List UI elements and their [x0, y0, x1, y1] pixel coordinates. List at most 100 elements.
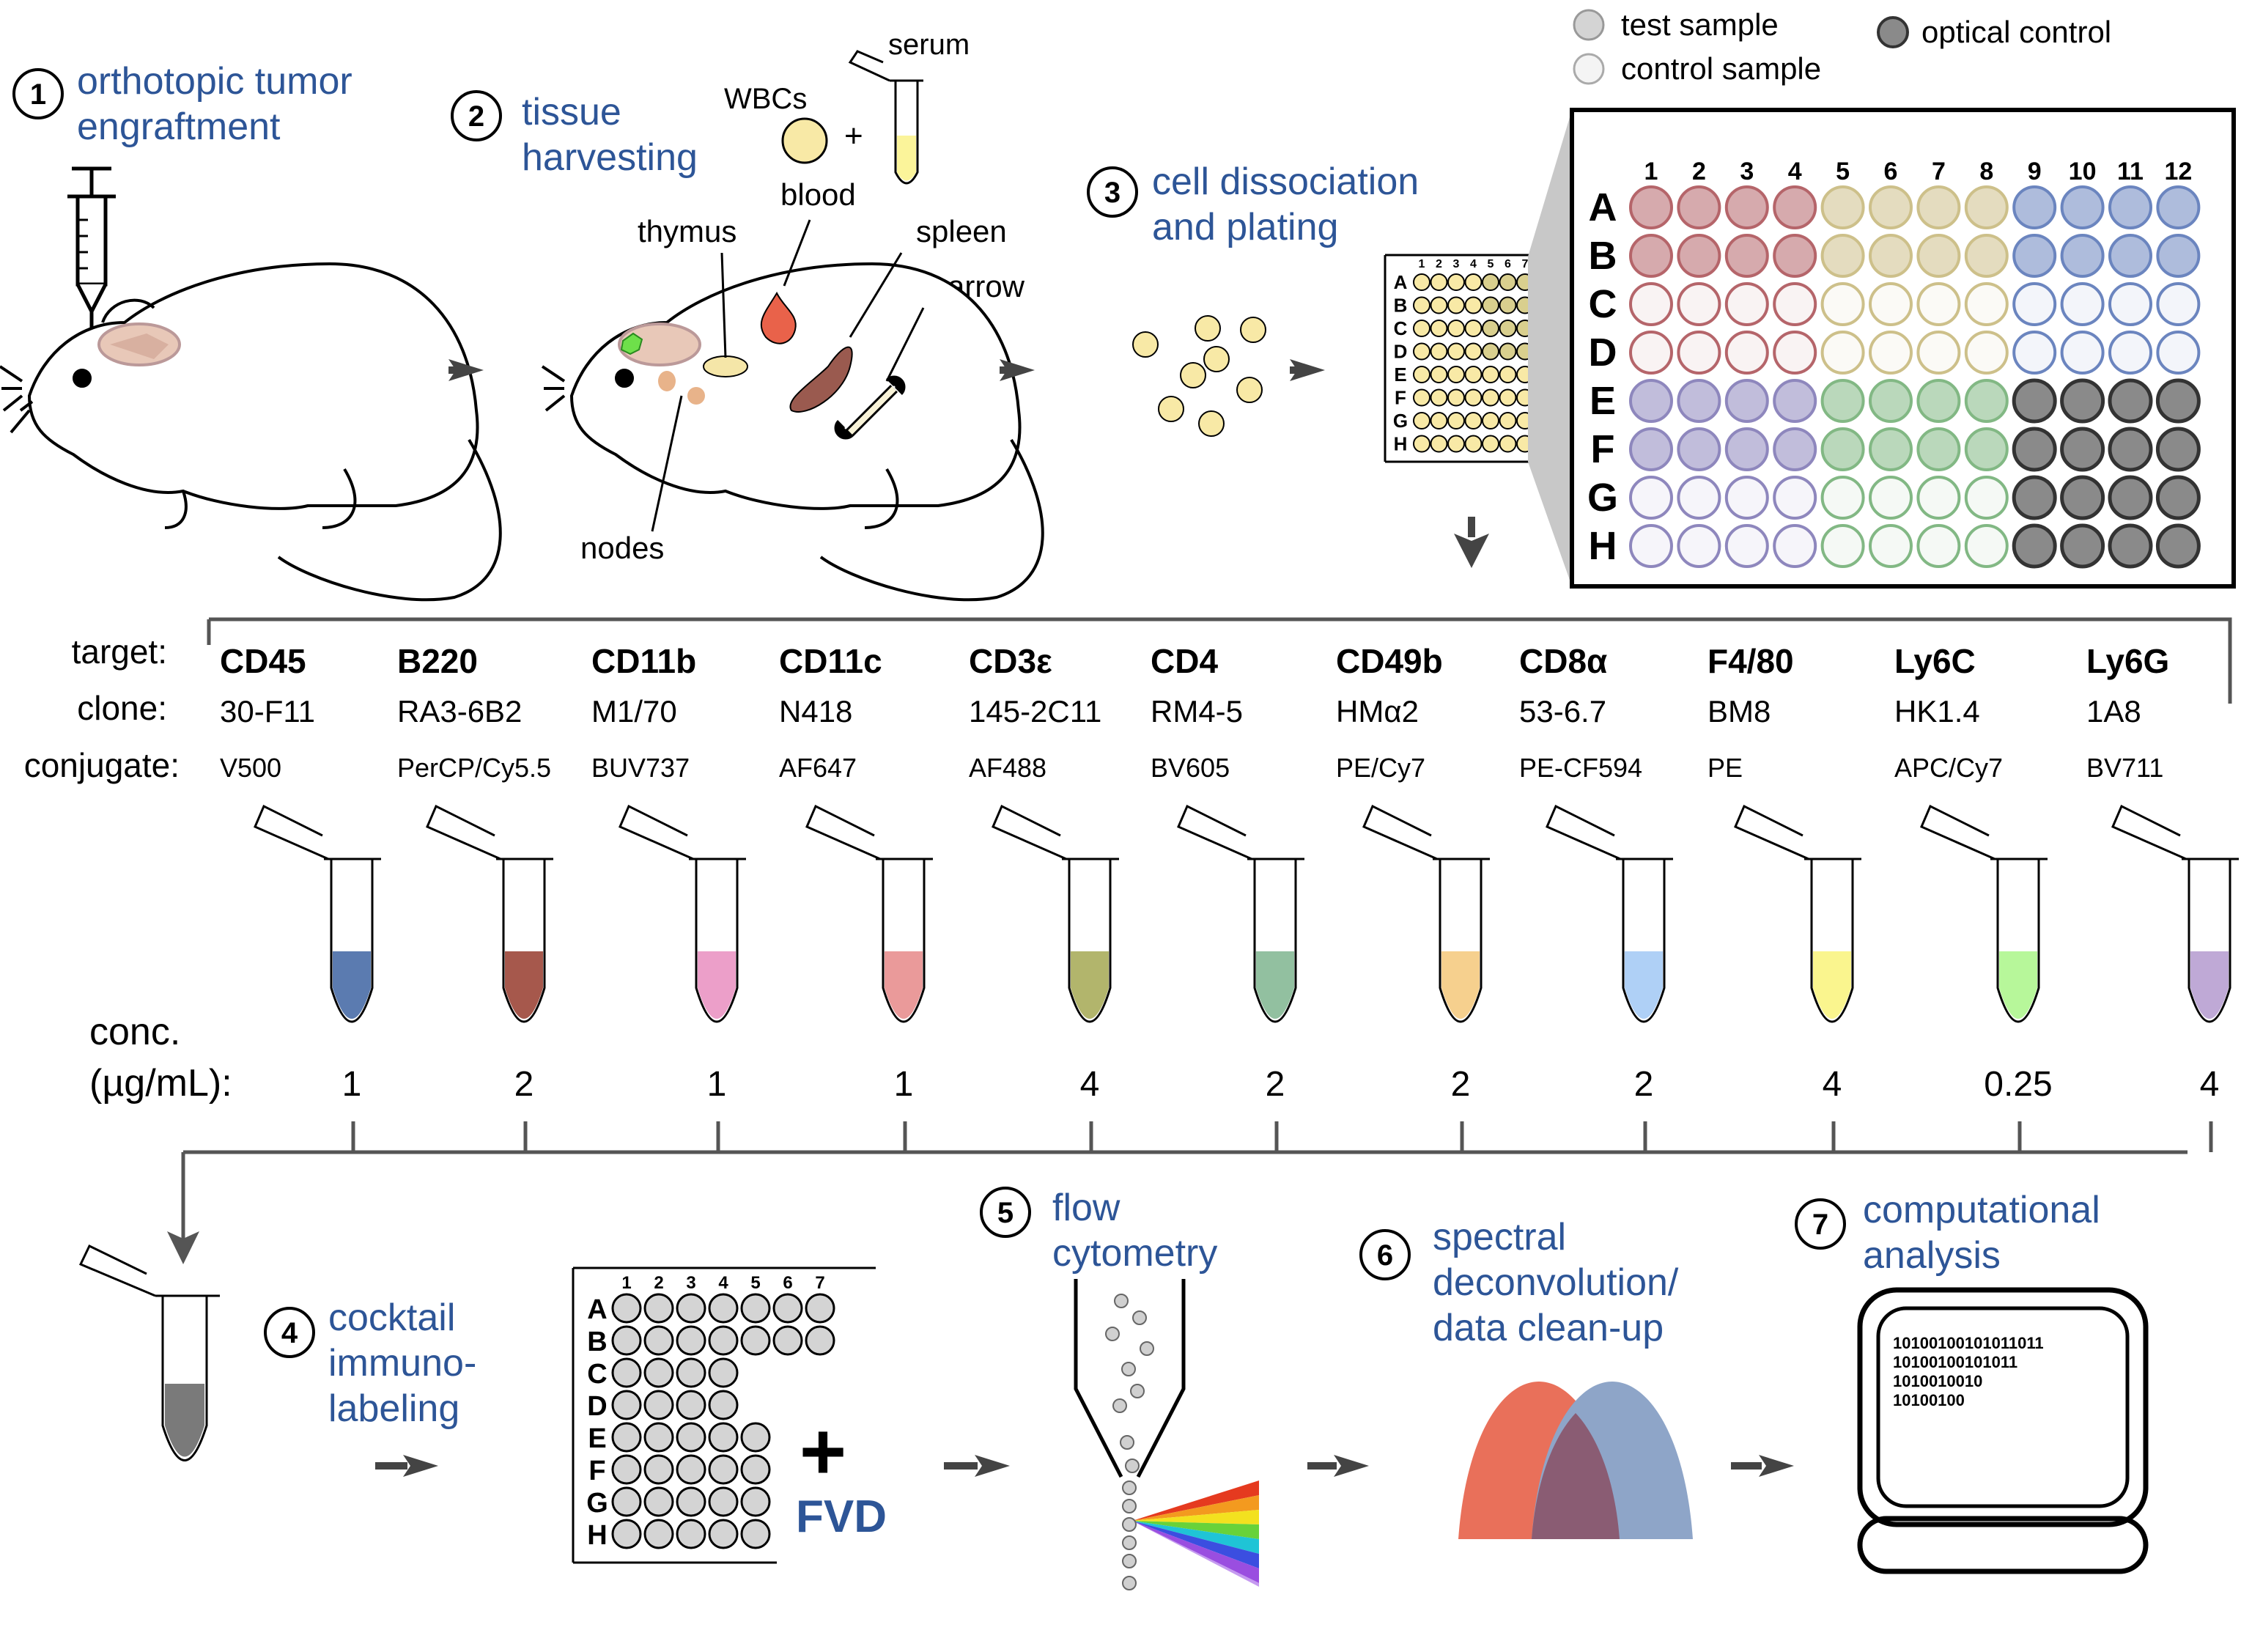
mini-plate-well — [1413, 435, 1430, 453]
tissue-leader-lines — [651, 219, 925, 532]
plate-well — [2108, 523, 2153, 569]
plate-well — [1916, 282, 1961, 326]
stained-plate-well — [611, 1519, 642, 1549]
antibody-conc: 2 — [514, 1065, 534, 1104]
plate-well — [2108, 331, 2152, 375]
conc-ticks — [351, 1121, 2213, 1152]
plate-well — [2108, 185, 2152, 229]
stained-plate-well — [676, 1293, 706, 1324]
antibody-clone: BM8 — [1707, 694, 1771, 729]
plate-well — [2012, 185, 2057, 229]
plate-well — [1773, 234, 1817, 278]
plate-row-label: B — [1589, 234, 1617, 278]
plate-col-label: 10 — [2069, 158, 2097, 185]
flow-particles-icon — [1105, 1294, 1154, 1590]
step-7-number: 7 — [1812, 1209, 1828, 1241]
plate-well — [1964, 379, 2009, 423]
plate-well — [1916, 331, 1961, 375]
antibody-tube-icon — [1362, 804, 1490, 1023]
antibody-clone: M1/70 — [591, 694, 677, 729]
stained-plate-well — [805, 1293, 835, 1324]
plate-well — [2060, 475, 2105, 520]
antibody-panel: CD4530-F11V5001B220RA3-6B2PerCP/Cy5.52CD… — [220, 642, 2239, 1104]
plate-well — [1773, 427, 1817, 471]
step-2-number: 2 — [468, 100, 484, 133]
plate-well — [1820, 379, 1865, 423]
step-1-title-line2: engraftment — [77, 106, 281, 148]
stained-plate-well — [611, 1422, 642, 1453]
antibody-conjugate: AF488 — [969, 753, 1046, 783]
plate-row-label: G — [1587, 476, 1618, 520]
mini-plate-col-label: 6 — [1505, 258, 1511, 270]
mini-plate-row-label: F — [1395, 387, 1406, 409]
plate-well — [1820, 234, 1865, 278]
binary-line-3: 1010010010 — [1893, 1372, 1982, 1390]
mini-plate-col-label: 3 — [1453, 258, 1460, 270]
antibody-conc: 4 — [1823, 1065, 1842, 1104]
stained-plate-well — [708, 1486, 739, 1517]
mini-plate-row-label: E — [1394, 364, 1406, 386]
antibody-target: CD11b — [591, 642, 696, 680]
step-2-title-line2: harvesting — [522, 136, 698, 179]
stained-plate-well — [611, 1454, 642, 1485]
antibody-conc: 1 — [342, 1065, 362, 1104]
mini-plate-well — [1499, 296, 1517, 314]
plate-col-label: 6 — [1884, 158, 1898, 185]
stained-plate-well — [708, 1519, 739, 1549]
step-5-badge — [980, 1187, 1031, 1238]
stained-plate-well — [643, 1454, 674, 1485]
plate-well — [1724, 234, 1769, 278]
stained-plate-row-label: A — [587, 1294, 607, 1325]
plate-well — [1629, 476, 1673, 520]
step-7-title-line2: analysis — [1863, 1234, 2001, 1277]
antibody-clone: HK1.4 — [1894, 694, 1980, 729]
step-4-badge — [264, 1307, 315, 1358]
plate-well — [2012, 523, 2057, 569]
plate-well — [1820, 524, 1865, 568]
plate-row-label: A — [1589, 185, 1617, 229]
antibody-target: CD3ε — [969, 642, 1052, 680]
antibody-target: CD8α — [1519, 642, 1607, 680]
syringe-icon — [67, 166, 116, 337]
plate-well — [1916, 379, 1961, 423]
plate-row-label: F — [1591, 427, 1615, 471]
antibody-7: CD8α 53-6.7 PE-CF594 2 — [1519, 642, 1673, 1104]
antibody-tube-icon — [254, 804, 381, 1023]
arrow-right-icon — [1759, 1455, 1794, 1477]
plate-well — [1916, 524, 1961, 568]
mini-plate-well — [1482, 320, 1499, 337]
mini-plate-well — [1447, 342, 1465, 361]
mini-plate-well — [1447, 366, 1465, 383]
mini-plate-well — [1413, 412, 1430, 429]
stained-plate-well — [708, 1390, 739, 1420]
serum-tube-icon — [848, 50, 923, 185]
antibody-clone: 53-6.7 — [1519, 694, 1606, 729]
plate-well — [1820, 282, 1865, 326]
antibody-8: F4/80 BM8 PE 4 — [1707, 642, 1861, 1104]
plate-well — [1869, 427, 1913, 471]
mini-plate-row-label: H — [1394, 433, 1408, 455]
antibody-target: Ly6G — [2086, 642, 2169, 680]
stained-plate-well — [611, 1390, 642, 1420]
stained-plate-well — [643, 1293, 674, 1324]
plate-well — [1677, 524, 1721, 568]
mini-plate-well — [1482, 342, 1499, 361]
mini-plate-row-label: A — [1394, 271, 1408, 293]
stained-plate-well — [740, 1454, 771, 1485]
binary-line-4: 10100100 — [1893, 1391, 1965, 1409]
plate-well — [2060, 523, 2105, 569]
plate-well — [2012, 331, 2057, 375]
stained-plate-col-label: 7 — [815, 1273, 824, 1293]
plate-well — [1773, 524, 1817, 568]
panel-bracket — [207, 617, 2232, 704]
fvd-plus: + — [800, 1406, 846, 1497]
row-label-clone: clone: — [77, 689, 167, 727]
plate-well — [2012, 234, 2057, 278]
plate-well — [1964, 185, 2009, 229]
antibody-4: CD3ε 145-2C11 AF488 4 — [969, 642, 1119, 1104]
laser-spectrum-icon — [1132, 1480, 1259, 1587]
plate-well — [2156, 185, 2201, 229]
antibody-target: CD49b — [1336, 642, 1443, 680]
step-2: 2 tissue harvesting — [451, 90, 698, 179]
arrow-right-icon — [1334, 1455, 1369, 1477]
